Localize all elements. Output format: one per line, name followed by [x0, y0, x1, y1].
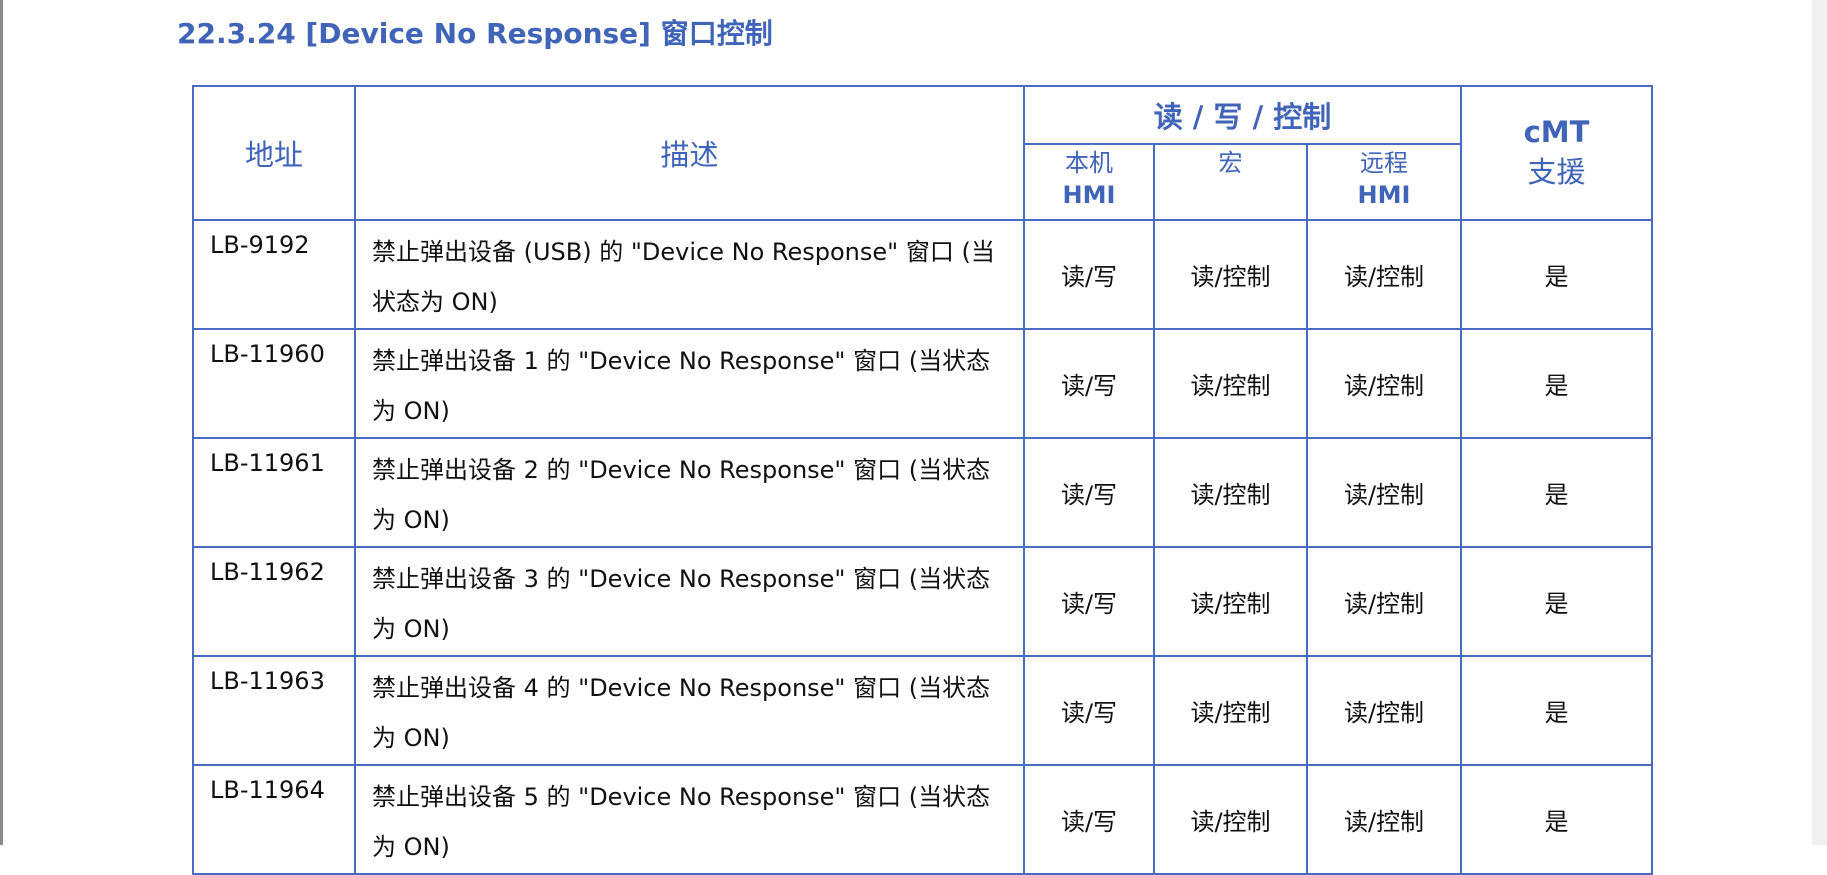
remote-hmi-cell: 读/控制: [1306, 546, 1462, 657]
header-local-label: 本机: [1065, 149, 1113, 177]
remote-hmi-cell: 读/控制: [1306, 437, 1462, 548]
viewer-scrollbar-track[interactable]: [1812, 0, 1827, 845]
section-title: 22.3.24 [Device No Response] 窗口控制: [177, 17, 773, 50]
cmt-support-cell: 是: [1460, 328, 1653, 439]
remote-hmi-cell: 读/控制: [1306, 219, 1462, 330]
table-row: LB-11961 禁止弹出设备 2 的 "Device No Response" …: [192, 437, 1653, 548]
description-cell: 禁止弹出设备 2 的 "Device No Response" 窗口 (当状态为…: [354, 437, 1025, 548]
table-row: LB-11963 禁止弹出设备 4 的 "Device No Response" …: [192, 655, 1653, 766]
local-hmi-cell: 读/写: [1023, 219, 1155, 330]
header-local-hmi: 本机 HMI: [1023, 143, 1155, 221]
header-remote-hmi: 远程 HMI: [1306, 143, 1462, 221]
local-hmi-cell: 读/写: [1023, 437, 1155, 548]
address-cell: LB-11960: [192, 328, 356, 439]
remote-hmi-cell: 读/控制: [1306, 655, 1462, 766]
table-row: LB-9192 禁止弹出设备 (USB) 的 "Device No Respons…: [192, 219, 1653, 330]
header-cmt-label: cMT: [1523, 115, 1590, 149]
address-cell: LB-11961: [192, 437, 356, 548]
macro-cell: 读/控制: [1153, 764, 1308, 875]
cmt-support-cell: 是: [1460, 219, 1653, 330]
header-description: 描述: [354, 85, 1025, 221]
header-read-write-control: 读 / 写 / 控制: [1023, 85, 1462, 145]
description-cell: 禁止弹出设备 1 的 "Device No Response" 窗口 (当状态为…: [354, 328, 1025, 439]
macro-cell: 读/控制: [1153, 437, 1308, 548]
cmt-support-cell: 是: [1460, 437, 1653, 548]
header-local-hmi-label: HMI: [1062, 181, 1116, 209]
header-remote-hmi-label: HMI: [1357, 181, 1411, 209]
header-remote-label: 远程: [1360, 149, 1408, 177]
local-hmi-cell: 读/写: [1023, 764, 1155, 875]
table-row: LB-11962 禁止弹出设备 3 的 "Device No Response" …: [192, 546, 1653, 657]
table-row: LB-11964 禁止弹出设备 5 的 "Device No Response" …: [192, 764, 1653, 875]
remote-hmi-cell: 读/控制: [1306, 328, 1462, 439]
description-cell: 禁止弹出设备 3 的 "Device No Response" 窗口 (当状态为…: [354, 546, 1025, 657]
page-left-border: [0, 0, 3, 845]
local-hmi-cell: 读/写: [1023, 546, 1155, 657]
cmt-support-cell: 是: [1460, 764, 1653, 875]
macro-cell: 读/控制: [1153, 328, 1308, 439]
local-hmi-cell: 读/写: [1023, 655, 1155, 766]
description-cell: 禁止弹出设备 5 的 "Device No Response" 窗口 (当状态为…: [354, 764, 1025, 875]
register-table: 地址 描述 读 / 写 / 控制 cMT 支援 本机 HMI 宏 远程 HMI LB…: [192, 85, 1653, 875]
macro-cell: 读/控制: [1153, 546, 1308, 657]
address-cell: LB-11962: [192, 546, 356, 657]
header-macro: 宏: [1153, 143, 1308, 221]
cmt-support-cell: 是: [1460, 546, 1653, 657]
description-cell: 禁止弹出设备 (USB) 的 "Device No Response" 窗口 (…: [354, 219, 1025, 330]
header-support-label: 支援: [1527, 155, 1586, 189]
cmt-support-cell: 是: [1460, 655, 1653, 766]
address-cell: LB-11963: [192, 655, 356, 766]
description-cell: 禁止弹出设备 4 的 "Device No Response" 窗口 (当状态为…: [354, 655, 1025, 766]
remote-hmi-cell: 读/控制: [1306, 764, 1462, 875]
header-address: 地址: [192, 85, 356, 221]
address-cell: LB-9192: [192, 219, 356, 330]
macro-cell: 读/控制: [1153, 655, 1308, 766]
table-row: LB-11960 禁止弹出设备 1 的 "Device No Response" …: [192, 328, 1653, 439]
header-cmt-support: cMT 支援: [1460, 85, 1653, 221]
address-cell: LB-11964: [192, 764, 356, 875]
local-hmi-cell: 读/写: [1023, 328, 1155, 439]
macro-cell: 读/控制: [1153, 219, 1308, 330]
